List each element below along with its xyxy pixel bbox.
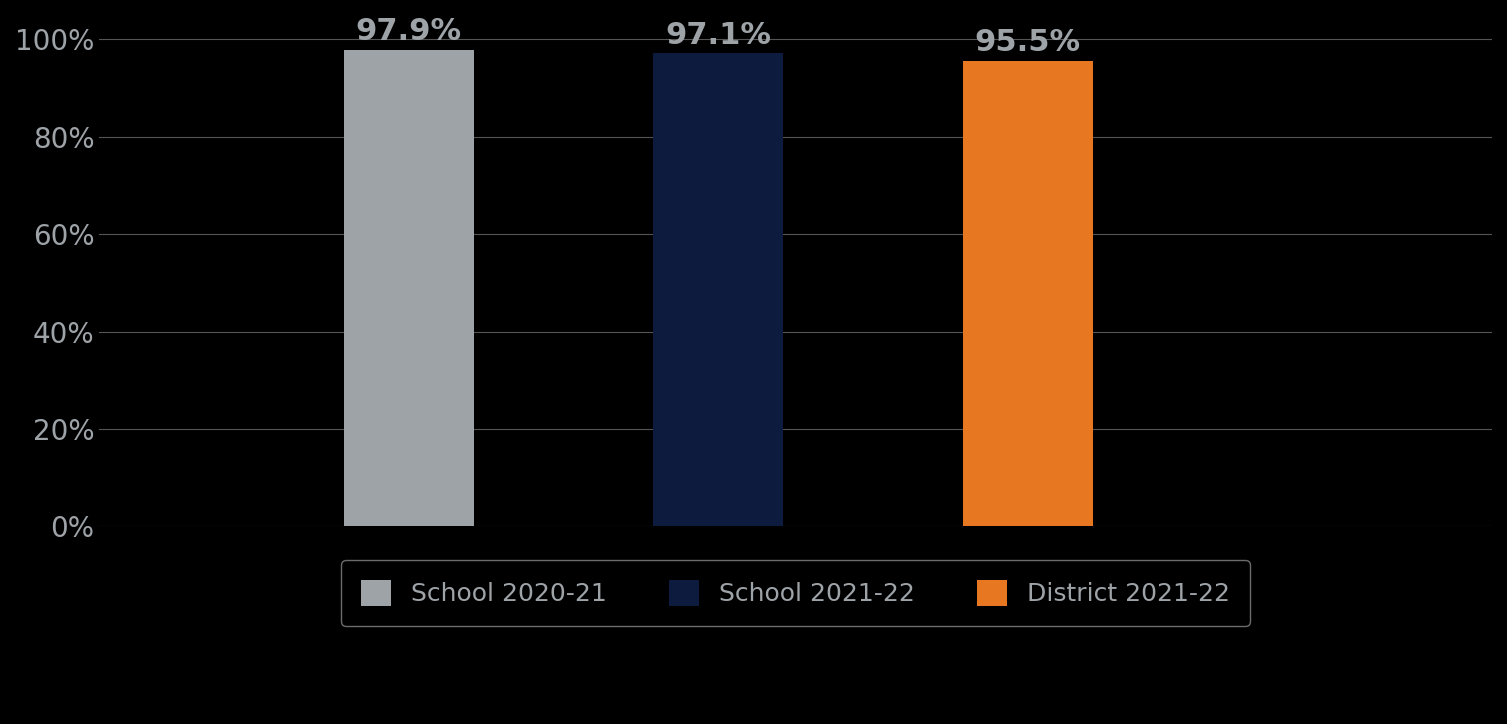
Legend: School 2020-21, School 2021-22, District 2021-22: School 2020-21, School 2021-22, District… bbox=[341, 560, 1251, 626]
Bar bbox=[344, 49, 473, 526]
Text: 95.5%: 95.5% bbox=[975, 28, 1081, 57]
Text: 97.9%: 97.9% bbox=[356, 17, 461, 46]
Bar bbox=[963, 62, 1093, 526]
Text: 97.1%: 97.1% bbox=[665, 20, 772, 49]
Bar bbox=[653, 54, 784, 526]
